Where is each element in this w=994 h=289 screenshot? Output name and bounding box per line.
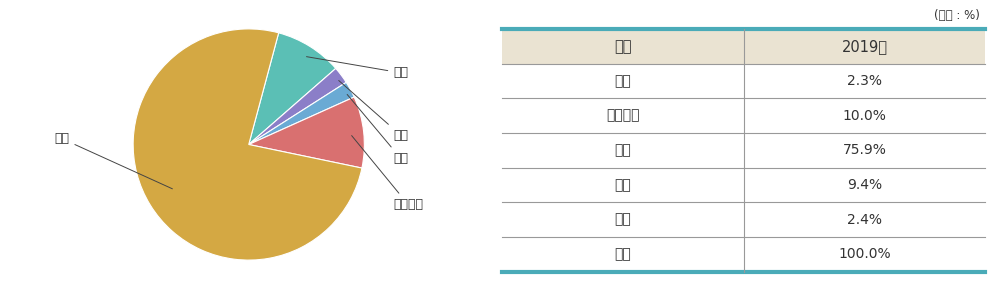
Wedge shape: [248, 82, 354, 144]
Text: 10.0%: 10.0%: [842, 109, 886, 123]
Text: 100.0%: 100.0%: [837, 247, 890, 261]
Text: (단위 : %): (단위 : %): [933, 9, 979, 22]
Text: 전문학사: 전문학사: [351, 136, 422, 211]
Bar: [502, 29, 984, 64]
Text: 석사: 석사: [306, 57, 408, 79]
Text: 고졸: 고졸: [614, 74, 631, 88]
Wedge shape: [133, 29, 362, 260]
Text: 2.3%: 2.3%: [846, 74, 881, 88]
Text: 학사: 학사: [55, 132, 172, 189]
Text: 75.9%: 75.9%: [842, 143, 886, 157]
Text: 9.4%: 9.4%: [846, 178, 881, 192]
Wedge shape: [248, 68, 346, 144]
Text: 학사: 학사: [614, 143, 631, 157]
Text: 2019년: 2019년: [841, 39, 887, 54]
Text: 고졸: 고졸: [347, 95, 408, 165]
Wedge shape: [248, 33, 335, 144]
Text: 구분: 구분: [613, 39, 631, 54]
Text: 전문학사: 전문학사: [605, 109, 639, 123]
Text: 석사: 석사: [614, 178, 631, 192]
Text: 박사: 박사: [614, 213, 631, 227]
Wedge shape: [248, 97, 364, 168]
Text: 2.4%: 2.4%: [846, 213, 881, 227]
Text: 박사: 박사: [338, 81, 408, 142]
Text: 합계: 합계: [614, 247, 631, 261]
